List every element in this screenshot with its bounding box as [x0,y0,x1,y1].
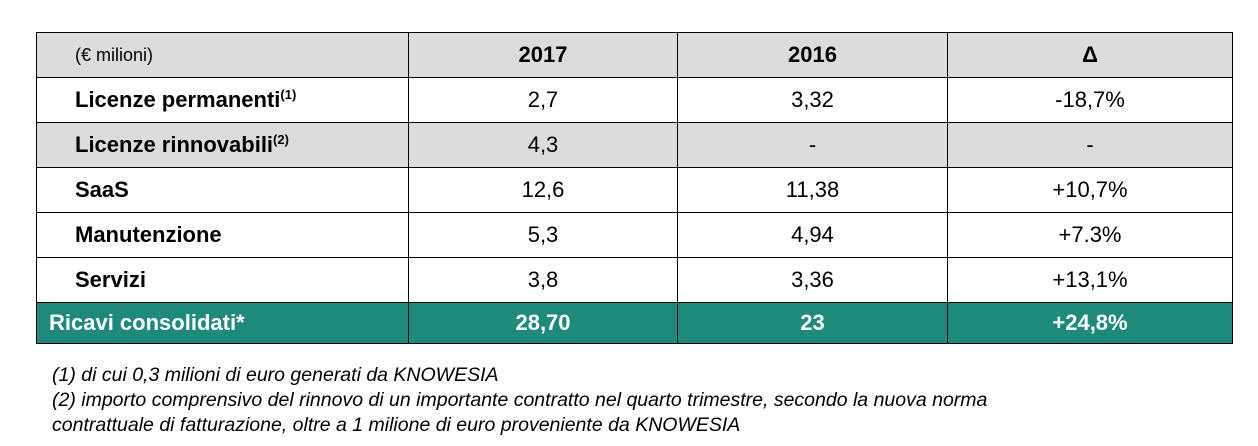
row-note: (1) [280,87,297,102]
row-label-text: Servizi [75,267,146,292]
total-label: Ricavi consolidati* [36,302,409,344]
row-value-2016: 11,38 [677,167,948,213]
table-row: SaaS 12,6 11,38 +10,7% [36,167,1233,213]
table-row: Licenze rinnovabili(2) 4,3 - - [36,122,1233,168]
row-value-2016: - [677,122,948,168]
row-label: Servizi [36,257,409,303]
footnotes: (1) di cui 0,3 milioni di euro generati … [52,363,1242,438]
table-header-row: (€ milioni) 2017 2016 Δ [36,32,1233,78]
table-row: Licenze permanenti(1) 2,7 3,32 -18,7% [36,77,1233,123]
row-label-text: SaaS [75,177,129,202]
row-value-2017: 4,3 [408,122,678,168]
footnote-2-line-1: (2) importo comprensivo del rinnovo di u… [52,389,988,411]
revenue-table-container: (€ milioni) 2017 2016 Δ Licenze permanen… [36,32,1233,344]
row-note: (2) [273,132,289,147]
header-2016: 2016 [677,32,948,78]
row-label-text: Manutenzione [75,222,222,247]
total-row: Ricavi consolidati* 28,70 23 +24,8% [36,302,1233,344]
total-value-2016: 23 [677,302,948,344]
row-delta: +13,1% [947,257,1233,303]
revenue-table: (€ milioni) 2017 2016 Δ Licenze permanen… [36,32,1233,344]
row-label-text: Licenze rinnovabili [75,132,274,157]
header-2017: 2017 [408,32,678,78]
row-label: Manutenzione [36,212,409,258]
table-row: Manutenzione 5,3 4,94 +7.3% [36,212,1233,258]
row-value-2017: 5,3 [408,212,678,258]
row-value-2016: 3,36 [677,257,948,303]
row-value-2017: 3,8 [408,257,678,303]
table-row: Servizi 3,8 3,36 +13,1% [36,257,1233,303]
row-value-2016: 4,94 [677,212,948,258]
total-value-2017: 28,70 [408,302,678,344]
row-delta: +10,7% [947,167,1233,213]
row-value-2016: 3,32 [677,77,948,123]
header-unit-label: (€ milioni) [36,32,409,78]
row-delta: - [947,122,1233,168]
row-label-text: Licenze permanenti [75,87,281,112]
row-label: Licenze rinnovabili(2) [36,122,409,168]
row-value-2017: 12,6 [408,167,678,213]
row-delta: +7.3% [947,212,1233,258]
row-label: Licenze permanenti(1) [36,77,409,123]
row-value-2017: 2,7 [408,77,678,123]
total-delta: +24,8% [947,302,1233,344]
footnote-2-line-2: contrattuale di fatturazione, oltre a 1 … [52,414,741,436]
footnote-1: (1) di cui 0,3 milioni di euro generati … [52,364,499,386]
row-delta: -18,7% [947,77,1233,123]
header-delta: Δ [947,32,1233,78]
row-label: SaaS [36,167,409,213]
